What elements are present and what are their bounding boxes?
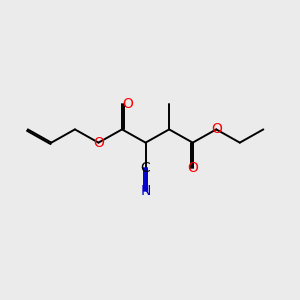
- Text: N: N: [140, 184, 151, 198]
- Text: C: C: [141, 161, 151, 175]
- Text: O: O: [93, 136, 104, 150]
- Text: O: O: [211, 122, 222, 136]
- Text: O: O: [122, 98, 133, 111]
- Text: O: O: [187, 161, 198, 175]
